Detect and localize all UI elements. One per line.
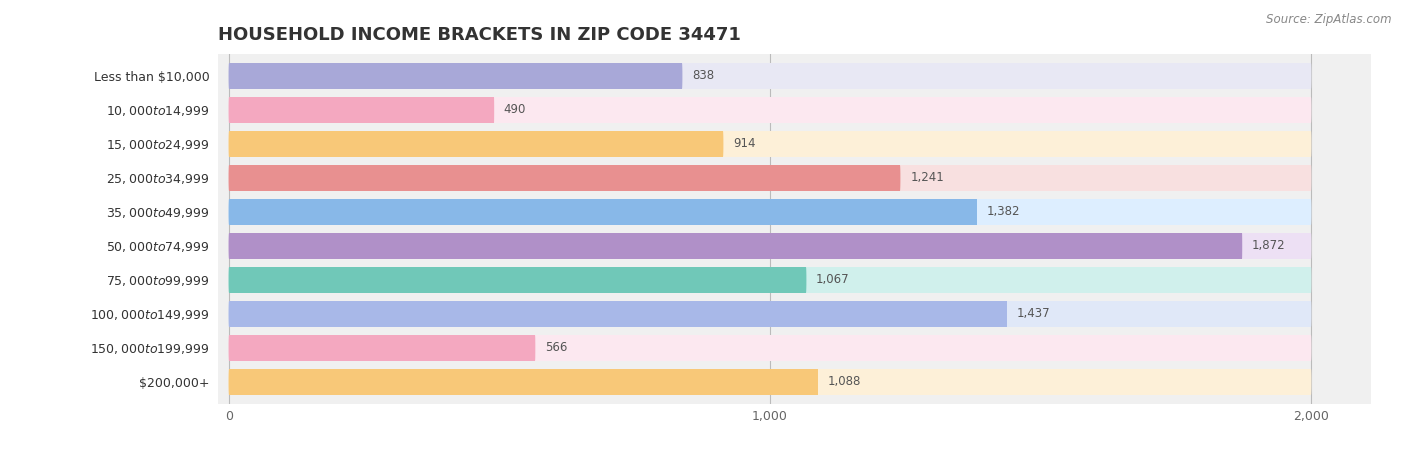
Bar bbox=[229, 97, 1312, 123]
Text: 1,437: 1,437 bbox=[1017, 308, 1050, 321]
Text: Source: ZipAtlas.com: Source: ZipAtlas.com bbox=[1267, 13, 1392, 26]
Bar bbox=[229, 131, 1312, 157]
Text: HOUSEHOLD INCOME BRACKETS IN ZIP CODE 34471: HOUSEHOLD INCOME BRACKETS IN ZIP CODE 34… bbox=[218, 26, 741, 44]
Bar bbox=[229, 97, 494, 123]
Text: 1,872: 1,872 bbox=[1251, 239, 1285, 252]
Bar bbox=[229, 63, 682, 89]
Bar bbox=[229, 233, 1241, 259]
Bar bbox=[229, 131, 724, 157]
Text: 1,241: 1,241 bbox=[910, 172, 943, 185]
Text: 490: 490 bbox=[503, 103, 526, 116]
Bar bbox=[229, 369, 1312, 395]
Bar bbox=[229, 301, 1312, 327]
Text: 838: 838 bbox=[692, 70, 714, 83]
Bar bbox=[229, 335, 536, 361]
Bar bbox=[229, 233, 1312, 259]
Bar bbox=[229, 199, 1312, 225]
Bar bbox=[229, 301, 1007, 327]
Bar bbox=[229, 267, 1312, 293]
Bar bbox=[229, 335, 1312, 361]
Bar bbox=[229, 165, 900, 191]
Bar bbox=[229, 199, 977, 225]
Bar bbox=[229, 267, 806, 293]
Text: 566: 566 bbox=[546, 342, 567, 355]
Text: 1,382: 1,382 bbox=[987, 206, 1019, 219]
Text: 1,088: 1,088 bbox=[827, 375, 860, 388]
Bar bbox=[229, 63, 1312, 89]
Bar bbox=[229, 369, 818, 395]
Text: 1,067: 1,067 bbox=[815, 273, 849, 286]
Text: 914: 914 bbox=[733, 137, 756, 150]
Bar bbox=[229, 165, 1312, 191]
